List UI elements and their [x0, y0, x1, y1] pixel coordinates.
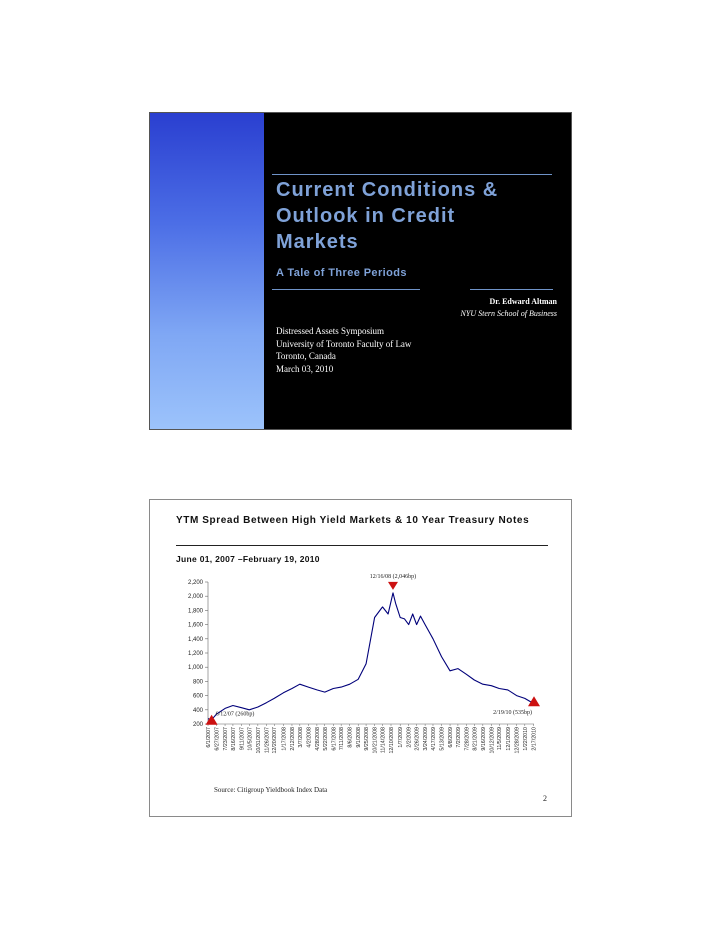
x-tick-label: 6/1/2007 — [206, 727, 212, 748]
y-tick-label: 800 — [193, 679, 204, 685]
x-tick-label: 2/12/2008 — [290, 727, 296, 751]
x-tick-label: 11/5/2009 — [497, 727, 503, 750]
spread-series-line — [207, 592, 535, 721]
x-tick-label: 10/31/2007 — [256, 727, 262, 754]
start-annotation: 6/12/07 (260bp) — [216, 711, 255, 718]
title-rule — [272, 174, 552, 175]
event-line: March 03, 2010 — [276, 363, 334, 374]
x-tick-label: 7/2/2009 — [456, 727, 462, 748]
x-tick-label: 9/1/2008 — [356, 727, 362, 748]
x-tick-label: 4/17/2009 — [431, 727, 437, 751]
y-tick-label: 200 — [193, 722, 204, 728]
x-tick-label: 8/16/2007 — [231, 727, 237, 751]
x-tick-label: 1/17/2008 — [281, 727, 287, 751]
x-tick-label: 4/2/2008 — [306, 727, 312, 748]
x-tick-label: 10/12/2009 — [489, 727, 495, 754]
x-tick-label: 9/11/2007 — [239, 727, 245, 750]
y-tick-label: 2,200 — [188, 580, 204, 586]
y-tick-label: 1,200 — [188, 651, 204, 657]
y-tick-label: 1,000 — [188, 665, 204, 671]
slide-title: Current Conditions & Outlook in Credit M… — [276, 177, 556, 255]
gradient-sidebar — [150, 113, 264, 429]
slide-subtitle: A Tale of Three Periods — [276, 267, 407, 279]
x-tick-label: 6/27/2007 — [215, 727, 221, 751]
event-line: University of Toronto Faculty of Law — [276, 338, 412, 349]
x-tick-label: 1/22/2010 — [523, 727, 529, 751]
start-marker — [205, 714, 218, 725]
y-tick-label: 1,600 — [188, 623, 204, 629]
x-tick-label: 2/17/2010 — [531, 727, 537, 751]
end-marker — [528, 696, 540, 707]
date-range-subtitle: June 01, 2007 –February 19, 2010 — [176, 554, 320, 564]
subtitle-rule-right — [470, 289, 553, 290]
y-tick-label: 1,800 — [188, 608, 204, 614]
x-tick-label: 12/28/2009 — [515, 727, 521, 754]
peak-marker — [387, 581, 398, 590]
event-line: Distressed Assets Symposium — [276, 326, 385, 336]
x-tick-label: 7/23/2007 — [223, 727, 229, 751]
title-line: Markets — [276, 231, 359, 253]
author-affiliation: NYU Stern School of Business — [460, 309, 557, 318]
source-note: Source: Citigroup Yieldbook Index Data — [214, 786, 328, 794]
x-tick-label: 4/28/2008 — [315, 727, 321, 751]
chart-slide: YTM Spread Between High Yield Markets & … — [149, 499, 572, 817]
event-details: Distressed Assets Symposium University o… — [276, 325, 411, 375]
x-tick-label: 10/5/2007 — [247, 727, 253, 751]
x-tick-label: 6/17/2008 — [331, 727, 337, 751]
x-tick-label: 12/10/2008 — [389, 727, 395, 754]
x-tick-label: 10/21/2008 — [373, 727, 379, 754]
spread-line-chart: 200 400 600 800 1,000 1,200 1,400 1,600 1,800 2,0… — [188, 573, 540, 754]
title-line: Outlook in Credit — [276, 205, 456, 227]
title-slide: Current Conditions & Outlook in Credit M… — [149, 112, 572, 430]
x-tick-label: 5/22/2008 — [323, 727, 329, 751]
x-tick-label: 3/24/2009 — [423, 727, 429, 751]
title-underline — [176, 545, 548, 546]
y-tick-label: 2,000 — [188, 594, 204, 600]
x-tick-label: 12/20/2007 — [272, 727, 278, 754]
y-tick-label: 600 — [193, 694, 204, 700]
x-tick-label: 12/1/2009 — [506, 727, 512, 751]
x-tick-label: 1/7/2009 — [398, 727, 404, 748]
x-tick-label: 9/16/2009 — [481, 727, 487, 751]
end-annotation: 2/19/10 (535bp) — [493, 709, 532, 716]
x-tick-label: 8/21/2009 — [472, 727, 478, 751]
chart-slide-title: YTM Spread Between High Yield Markets & … — [176, 515, 530, 526]
page-number: 2 — [543, 794, 547, 803]
title-line: Current Conditions & — [276, 179, 499, 201]
x-tick-label: 7/28/2009 — [464, 727, 470, 751]
x-tick-label: 2/2/2009 — [407, 727, 413, 748]
event-line: Toronto, Canada — [276, 351, 336, 361]
author-name: Dr. Edward Altman — [489, 297, 558, 306]
x-tick-label: 5/13/2009 — [440, 727, 446, 751]
peak-annotation: 12/16/08 (2,046bp) — [370, 573, 416, 580]
x-tick-label: 9/25/2008 — [364, 727, 370, 751]
x-tick-label: 8/6/2008 — [348, 727, 354, 748]
x-tick-label: 2/26/2009 — [415, 727, 421, 751]
subtitle-rule-left — [272, 289, 420, 290]
y-tick-label: 1,400 — [188, 637, 204, 643]
x-tick-label: 6/8/2009 — [448, 727, 454, 748]
x-tick-label: 11/14/2008 — [380, 727, 386, 753]
x-tick-label: 3/7/2008 — [298, 727, 304, 748]
y-tick-label: 400 — [193, 708, 204, 714]
x-tick-label: 11/26/2007 — [264, 727, 270, 753]
x-tick-label: 7/11/2008 — [339, 727, 345, 750]
